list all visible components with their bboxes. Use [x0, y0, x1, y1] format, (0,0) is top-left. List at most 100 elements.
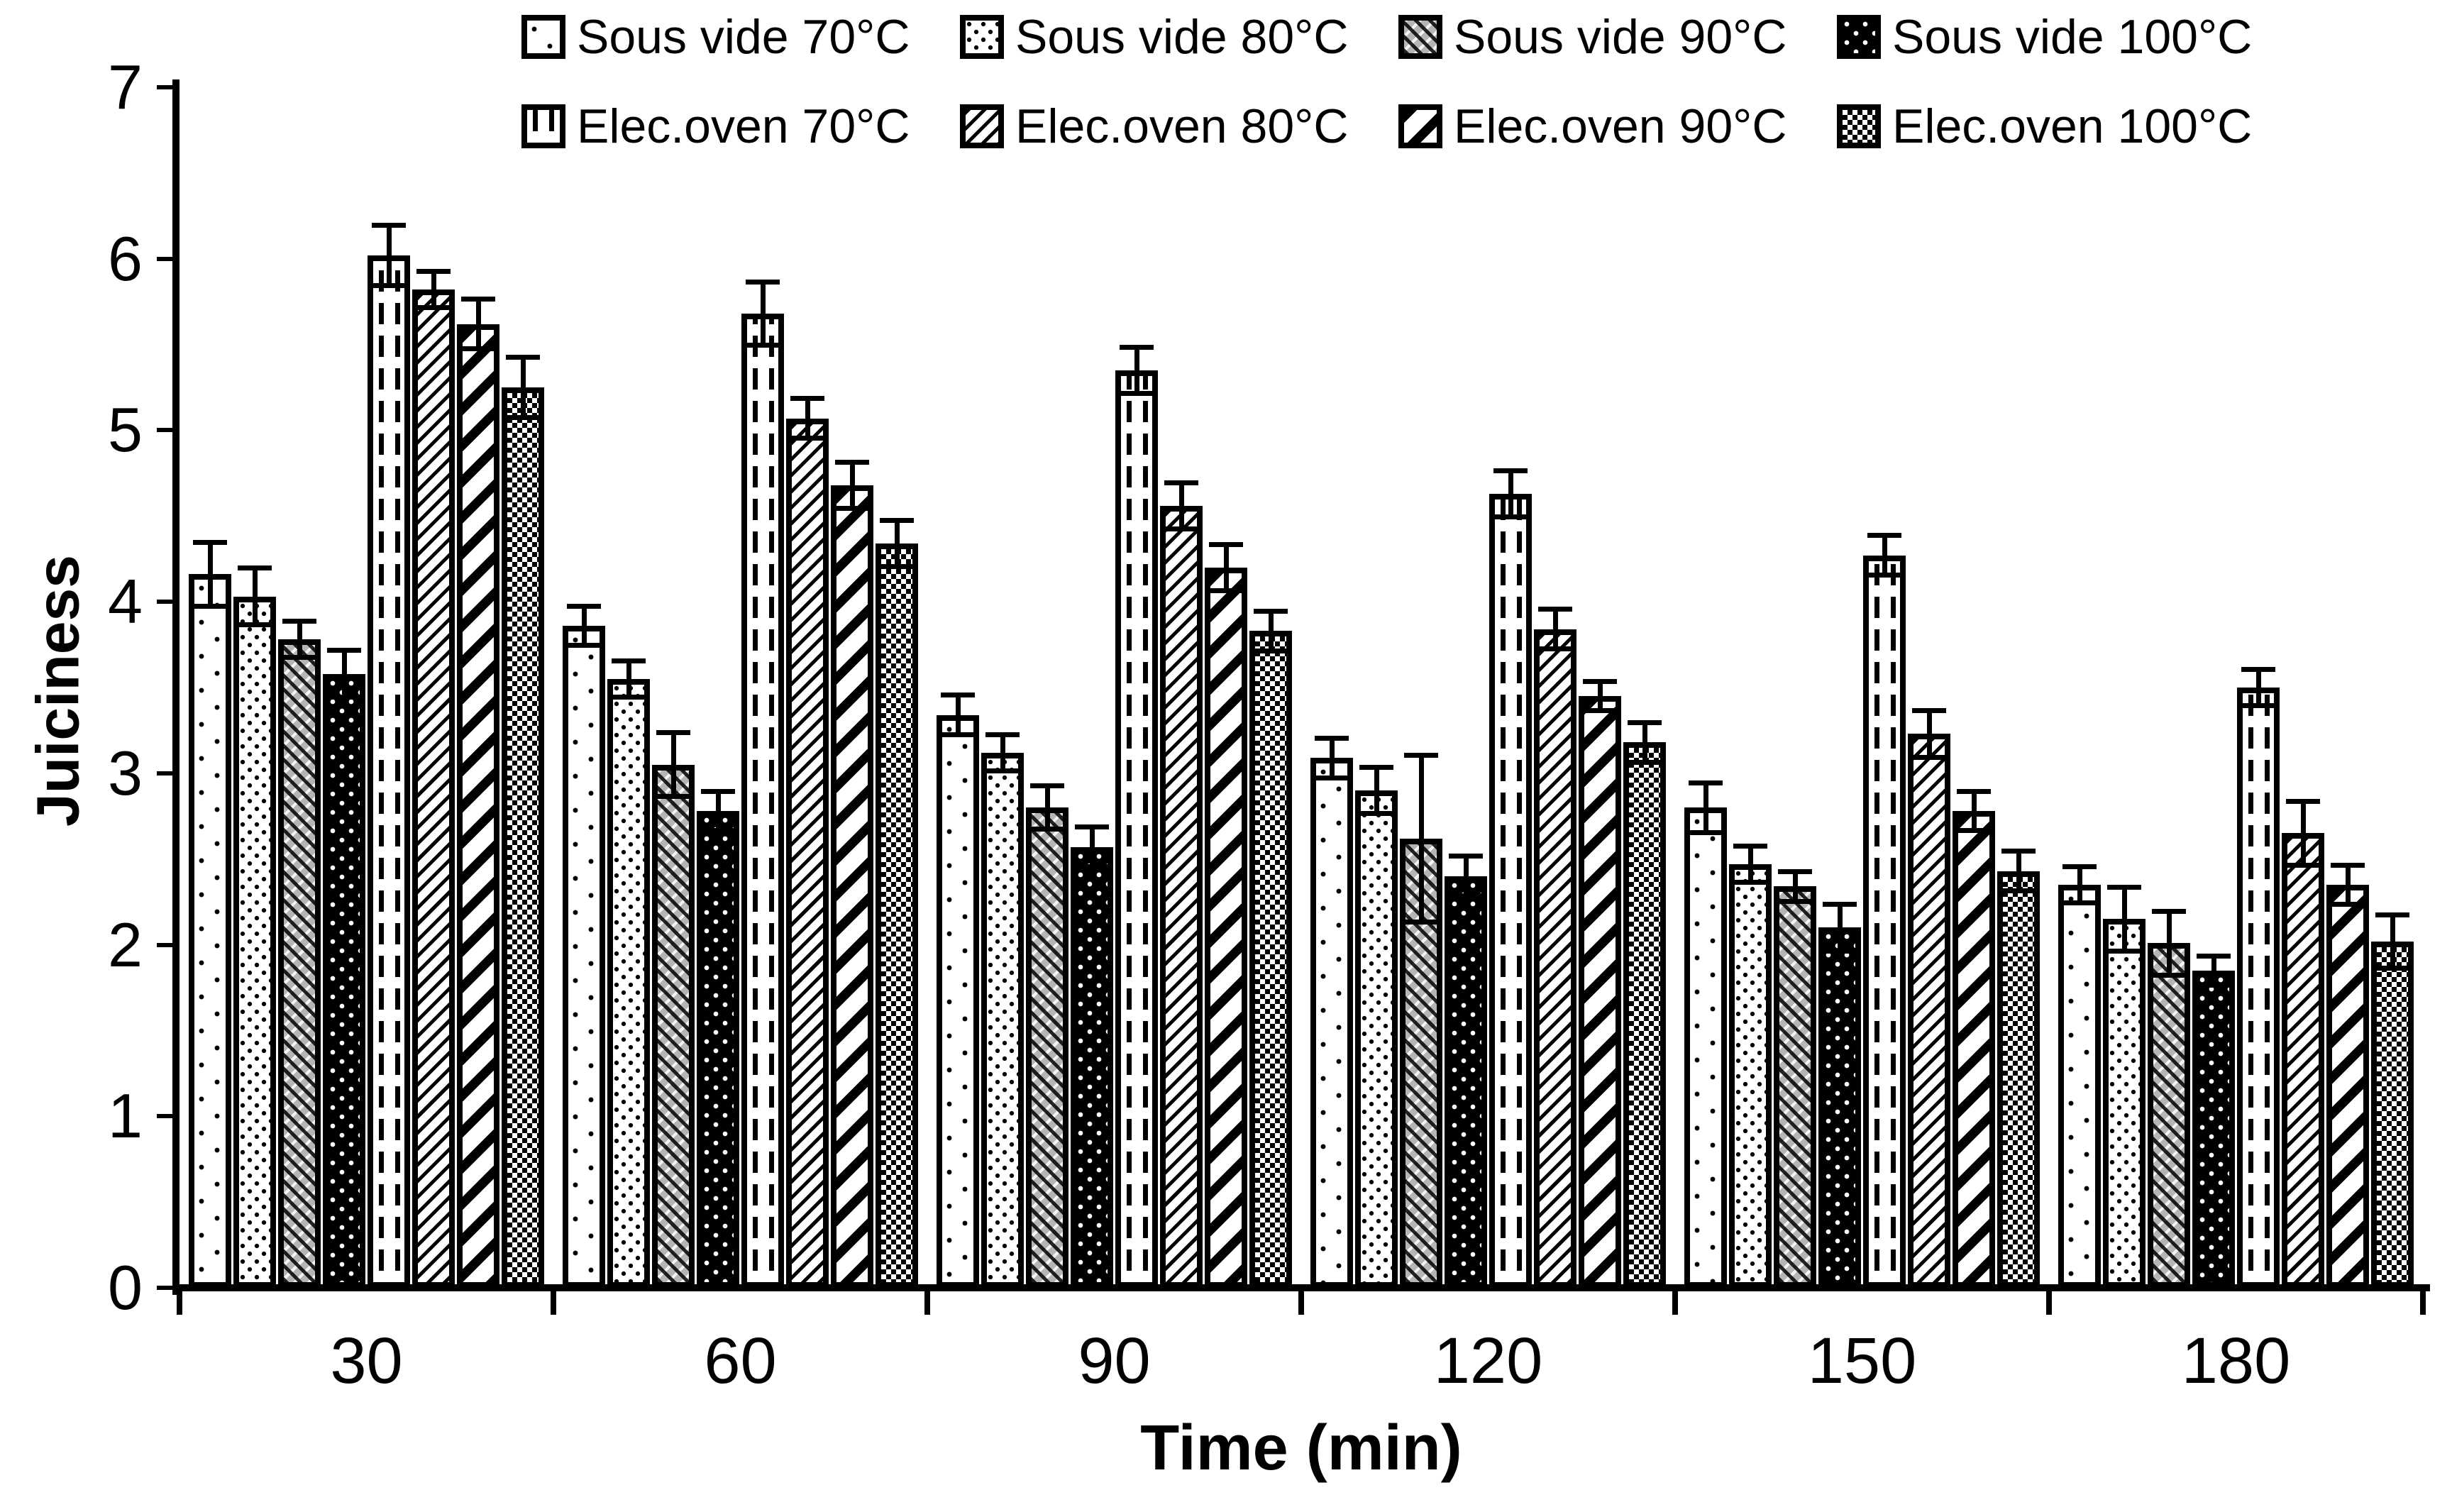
x-tick-label: 150 [1807, 1325, 1917, 1397]
error-bar-line [1374, 764, 1379, 817]
error-bar-cap [193, 540, 227, 546]
error-bar [2375, 912, 2409, 971]
error-bar-line [581, 603, 587, 649]
bar-diagonal-bold-t120 [1579, 696, 1621, 1288]
legend-swatch-icon [1837, 104, 1881, 148]
error-bar-line [955, 692, 961, 738]
error-bar-cap [567, 643, 601, 649]
error-bar-cap [2001, 888, 2036, 894]
error-bar-cap [746, 279, 780, 285]
y-tick-label: 1 [108, 1081, 143, 1152]
error-bar-line [1882, 533, 1887, 578]
error-bar-line [670, 730, 676, 800]
bar-gray-crosshatch-t30 [278, 639, 321, 1288]
error-bar [1404, 752, 1438, 925]
error-bar-cap [1628, 719, 1662, 725]
error-bar-cap [327, 648, 361, 653]
error-bar-cap [1957, 828, 1991, 834]
error-bar-line [1642, 719, 1647, 765]
legend-label: Sous vide 100°C [1892, 10, 2253, 64]
error-bar-line [2211, 953, 2216, 988]
error-bar-cap [612, 694, 646, 700]
error-bar [1315, 735, 1349, 780]
error-bar-line [1089, 824, 1095, 870]
error-bar-cap [1075, 864, 1109, 870]
error-bar [2241, 667, 2275, 709]
error-bar-line [297, 619, 302, 661]
bar-dots-sparse-t90 [937, 714, 979, 1288]
error-bar-cap [985, 732, 1020, 737]
bar-diagonal-thin-t90 [1160, 505, 1203, 1288]
x-tick-mark [1672, 1288, 1678, 1315]
error-bar-cap [1867, 533, 1901, 539]
error-bar-line [2166, 908, 2172, 978]
legend-row-2: Elec.oven 70°C Elec.oven 80°C Elec.oven 90… [521, 101, 2252, 152]
error-bar-cap [282, 619, 316, 624]
error-bar-cap [835, 506, 869, 512]
error-bar-line [431, 269, 436, 311]
error-bar [612, 658, 646, 700]
error-bar [238, 565, 272, 628]
bar-checkerboard-t60 [876, 543, 918, 1288]
error-bar-cap [2062, 863, 2097, 869]
error-bar-line [1178, 480, 1184, 532]
error-bar-cap [1823, 948, 1857, 954]
error-bar-cap [2152, 972, 2186, 978]
error-bar-line [1703, 780, 1708, 835]
error-bar [2197, 953, 2231, 988]
error-bar-line [1926, 708, 1932, 760]
legend-label: Elec.oven 70°C [577, 99, 910, 153]
bar-diagonal-thin-t150 [1908, 734, 1950, 1288]
bar-dashed-vertical-t150 [1863, 555, 1906, 1288]
legend-swatch-icon [960, 104, 1004, 148]
error-bar [656, 730, 690, 800]
bar-checkerboard-t90 [1249, 631, 1292, 1288]
error-bar-line [1597, 678, 1603, 714]
bar-black-dots-t150 [1818, 927, 1861, 1288]
error-bar-cap [1957, 788, 1991, 794]
error-bar-cap [1164, 480, 1198, 485]
error-bar [1120, 344, 1154, 397]
error-bar [985, 732, 1020, 773]
error-bar-cap [2001, 849, 2036, 854]
error-bar-cap [941, 692, 975, 698]
error-bar-line [2121, 885, 2127, 954]
error-bar-line [1134, 344, 1139, 397]
error-bar-cap [2286, 862, 2320, 868]
error-bar-cap [1583, 708, 1617, 714]
error-bar [193, 540, 227, 609]
error-bar-cap [656, 730, 690, 736]
error-bar [1823, 902, 1857, 954]
x-axis-title: Time (min) [1140, 1413, 1462, 1484]
error-bar-cap [2107, 948, 2141, 954]
bar-checkerboard-t120 [1623, 742, 1666, 1288]
x-tick-mark [2046, 1288, 2052, 1315]
error-bar [835, 459, 869, 512]
error-bar-cap [1404, 919, 1438, 925]
error-bar-cap [1538, 646, 1572, 652]
legend-label: Elec.oven 100°C [1892, 99, 2253, 153]
bar-diagonal-thin-t120 [1534, 629, 1576, 1288]
error-bar [1254, 608, 1288, 653]
bar-dots-sparse-t180 [2058, 884, 2101, 1288]
x-tick-mark [924, 1288, 930, 1315]
bar-black-dots-t90 [1071, 846, 1113, 1288]
error-bar-cap [790, 435, 824, 441]
legend-swatch-icon [1837, 15, 1881, 59]
error-bar [1912, 708, 1946, 760]
error-bar [2062, 863, 2097, 905]
legend-label: Sous vide 90°C [1454, 10, 1787, 64]
y-tick-label: 5 [108, 394, 143, 465]
error-bar-cap [238, 565, 272, 571]
error-bar-cap [1733, 879, 1767, 885]
error-bar-cap [656, 794, 690, 800]
error-bar-line [1747, 843, 1753, 885]
error-bar [1538, 607, 1572, 652]
bar-diagonal-bold-t150 [1953, 811, 1995, 1288]
x-tick-label: 120 [1433, 1325, 1543, 1397]
error-bar-line [207, 540, 213, 609]
error-bar-line [1418, 752, 1424, 925]
error-bar [2107, 885, 2141, 954]
error-bar-cap [835, 459, 869, 465]
y-tick-mark [157, 1114, 178, 1119]
